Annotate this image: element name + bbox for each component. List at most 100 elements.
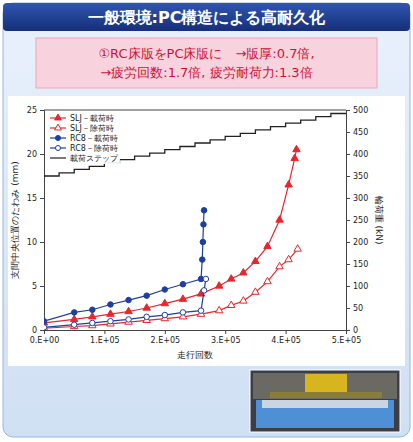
tick-label: 50 [353,304,363,313]
series-marker [44,324,48,330]
series-marker [264,277,271,283]
series-marker [201,208,207,214]
tick-label: 15 [27,194,37,203]
series-marker [144,293,150,299]
series-marker [228,301,235,307]
plot-frame [44,110,346,111]
tick-label: 0 [32,326,37,335]
legend-marker [55,145,60,150]
series-marker [285,181,292,187]
series-line [44,210,204,321]
y2-axis-title: 輪荷重 (kN) [374,196,384,245]
tick-mark [225,330,226,334]
photo [250,370,400,432]
tick-mark [346,330,350,331]
tick-label: 10 [27,238,37,247]
title-bar [3,3,410,31]
series-marker [198,308,204,314]
tick-label: 20 [27,150,37,159]
series-marker [200,239,206,245]
legend: SLJ－載荷時SLJ－除荷時RC8－載荷時RC8－除荷時載荷ステップ [49,113,120,164]
axis-line [347,111,351,331]
tick-mark [346,132,350,133]
tick-label: 100 [353,282,368,291]
series-marker [143,304,150,310]
series-marker [180,281,186,287]
tick-label: 1.E+05 [90,336,120,345]
series-marker [125,307,132,313]
photo-deck-top [262,400,388,408]
tick: 4.E+05 [271,330,301,345]
legend-marker [55,114,62,120]
tick-mark [346,286,350,287]
photo-machine [305,374,347,392]
tick-label: 5.E+05 [332,336,362,345]
tick-label: 25 [27,106,37,115]
series-marker [44,325,47,330]
tick-mark [104,330,105,334]
tick-label: 300 [353,194,368,203]
series-marker [276,262,283,268]
legend-label: RC8－除荷時 [70,144,118,153]
tick-mark [40,198,44,199]
series-marker [144,314,150,320]
tick: 350 [346,172,368,181]
tick-label: 250 [353,216,368,225]
series-marker [291,154,298,160]
legend-entry: SLJ－除荷時 [50,124,114,133]
series-marker [240,269,247,275]
series-marker [252,288,259,294]
series-marker [264,242,271,248]
tick-mark [346,198,350,199]
photo-beam [270,392,382,398]
tick-mark [40,110,44,111]
legend-label: 載荷ステップ [70,154,119,163]
series-marker [285,255,292,261]
tick-mark [346,110,350,111]
series-marker [215,306,222,312]
tick-mark [346,308,350,309]
tick-label: 3.E+05 [211,336,241,345]
plot-area [44,114,346,330]
tick: 2.E+05 [151,330,181,345]
x-axis: 0.E+00 1.E+05 2.E+05 3.E+05 4.E+05 5.E+05 [30,330,362,345]
legend-entry: SLJ－載荷時 [50,114,114,123]
series-marker [89,313,96,319]
tick: 450 [346,128,368,137]
x-axis-title: 走行回数 [177,350,213,360]
series-line [44,150,296,323]
tick-mark [346,154,350,155]
y2-axis: 050100150200250300350400450500 [346,106,368,335]
tick: 400 [346,150,368,159]
tick: 25 [27,106,44,115]
axis-line [40,111,45,331]
tick-mark [346,176,350,177]
tick: 100 [346,282,368,291]
y-axis: 0510152025 [27,106,45,335]
tick: 500 [346,106,368,115]
photo-frame [250,370,400,432]
panel [3,3,410,437]
series-marker [161,299,168,305]
tick-mark [165,330,166,334]
tick-label: 350 [353,172,368,181]
series-marker [199,257,205,263]
tick-mark [286,330,287,334]
series-marker [294,245,301,251]
tick-label: 200 [353,238,368,247]
tick-label: 400 [353,150,368,159]
tick-label: 0.E+00 [30,336,60,345]
series-marker [203,276,209,282]
tick: 300 [346,194,368,203]
tick-label: 150 [353,260,368,269]
legend-label: SLJ－除荷時 [70,124,114,133]
subtitle-box [36,38,377,88]
tick-mark [40,286,44,287]
series-marker [44,318,47,324]
series-marker [162,287,168,293]
series-marker [108,302,114,308]
series-line [44,279,206,327]
series-marker [228,275,235,281]
tick-mark [346,242,350,243]
tick-mark [40,242,44,243]
